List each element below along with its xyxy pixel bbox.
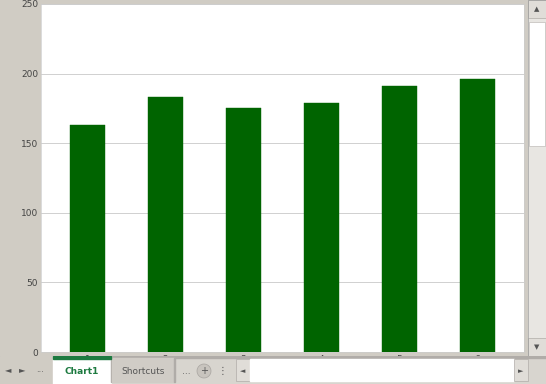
Bar — [111, 358, 112, 382]
Bar — [0, 356, 105, 384]
Bar — [514, 359, 528, 381]
Text: ▲: ▲ — [535, 6, 539, 12]
Bar — [250, 359, 514, 381]
Bar — [174, 358, 175, 382]
Bar — [528, 18, 546, 338]
Text: ▼: ▼ — [535, 344, 539, 350]
Text: Shortcuts: Shortcuts — [121, 366, 165, 376]
Circle shape — [197, 364, 211, 378]
Bar — [70, 125, 105, 352]
Bar — [382, 86, 417, 352]
Bar — [460, 79, 495, 352]
Text: +: + — [200, 366, 208, 376]
Bar — [53, 356, 111, 384]
Text: ►: ► — [518, 368, 524, 374]
Text: ...: ... — [36, 366, 44, 374]
Text: Chart1: Chart1 — [65, 366, 99, 376]
Bar — [236, 359, 250, 381]
Text: ◄: ◄ — [5, 366, 11, 374]
Bar — [148, 97, 183, 352]
Text: ◄: ◄ — [240, 368, 246, 374]
Title: Price: Price — [268, 0, 297, 1]
Bar — [528, 0, 546, 18]
Bar — [112, 358, 174, 382]
Text: ►: ► — [19, 366, 25, 374]
Bar — [53, 356, 111, 359]
Bar — [529, 22, 545, 146]
Bar — [226, 108, 261, 352]
Bar — [0, 356, 546, 358]
Bar — [304, 103, 339, 352]
Bar — [528, 338, 546, 356]
Text: ⋮: ⋮ — [217, 366, 227, 376]
Text: ...: ... — [182, 366, 191, 376]
